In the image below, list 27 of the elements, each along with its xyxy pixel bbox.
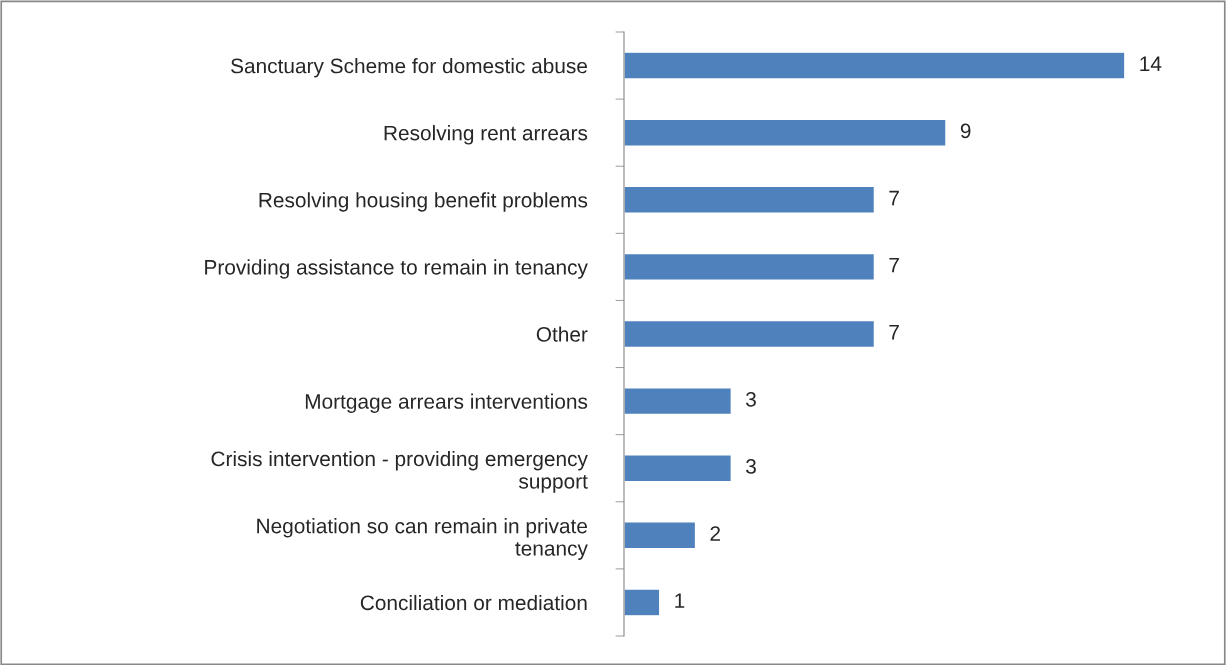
bar: [624, 118, 947, 147]
y-tick-label: Mortgage arrears interventions: [305, 393, 588, 413]
data-label: 14: [1140, 56, 1162, 71]
bar: [624, 588, 661, 617]
y-tick-label: Providing assistance to remain in tenancy: [205, 259, 588, 279]
bar: [624, 454, 733, 483]
data-label: 9: [960, 123, 971, 139]
data-label: 1: [675, 593, 685, 608]
bar: [624, 521, 697, 550]
bar: [624, 252, 876, 282]
data-label: 7: [889, 325, 899, 340]
bar: [624, 319, 876, 349]
data-label: 2: [710, 526, 720, 541]
y-tick-label: Resolving rent arrears: [384, 125, 588, 145]
bar: [624, 51, 1126, 80]
y-tick-label: Negotiation so can remain in private tenancy: [257, 518, 588, 560]
data-label: 7: [889, 257, 899, 273]
y-tick-label: Sanctuary Scheme for domestic abuse: [231, 58, 587, 78]
data-label: 3: [746, 391, 756, 407]
bar: [624, 185, 876, 214]
bar: [624, 386, 733, 416]
y-tick-label: Crisis intervention - providing emergency support: [211, 450, 588, 493]
y-tick-label: Resolving housing benefit problems: [259, 192, 588, 212]
y-tick-label: Conciliation or mediation: [360, 594, 587, 611]
data-label: 3: [746, 459, 756, 474]
data-label: 7: [889, 190, 899, 206]
y-tick-label: Other: [536, 326, 588, 342]
